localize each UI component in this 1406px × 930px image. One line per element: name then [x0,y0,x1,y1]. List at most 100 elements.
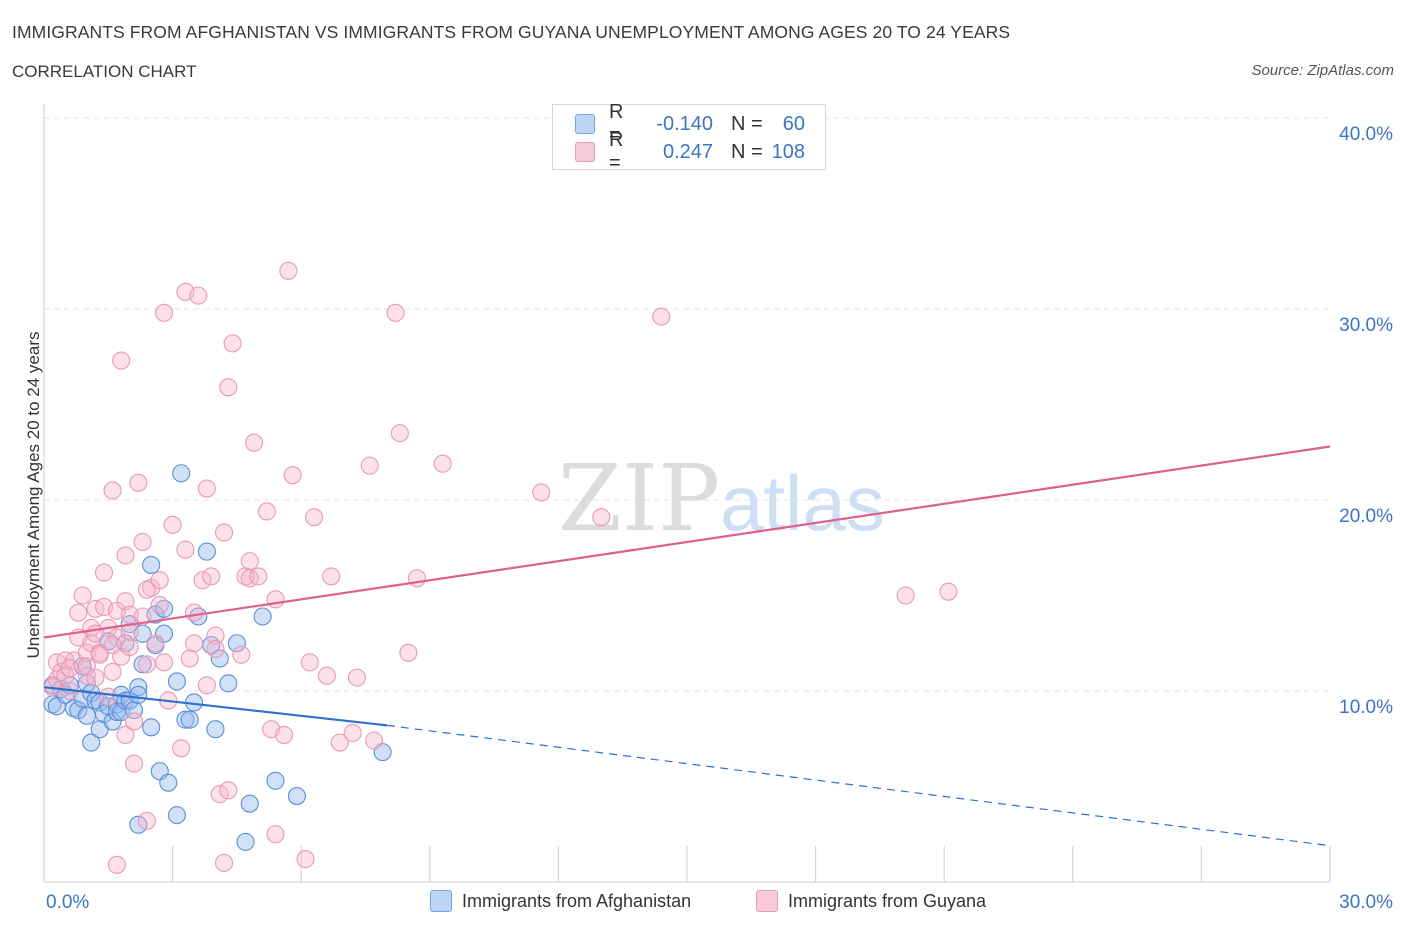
data-point-afghanistan [266,771,285,790]
data-point-guyana [240,552,259,571]
data-point-guyana [107,855,126,874]
watermark-zip: ZIP [558,445,720,552]
data-point-guyana [896,586,915,605]
legend-row-guyana: R = 0.247 N = 108 [575,129,805,174]
axes [43,104,1331,883]
data-point-guyana [257,502,276,521]
data-point-afghanistan [206,720,225,739]
data-point-guyana [390,424,409,443]
x-tick-label: 0.0% [46,892,89,913]
data-point-guyana [197,676,216,695]
legend-swatch-guyana [575,142,595,162]
data-point-afghanistan [133,655,152,674]
legend-row-afghanistan: R = -0.140 N = 60 [575,101,805,146]
data-point-afghanistan [236,832,255,851]
data-point-afghanistan [142,718,161,737]
data-point-guyana [592,508,611,527]
data-point-guyana [129,473,148,492]
data-point-guyana [266,590,285,609]
legend-r-label: R = [609,101,624,146]
data-point-guyana [232,645,251,664]
data-point-guyana [305,508,324,527]
data-point-guyana [137,655,156,674]
bottom-legend-swatch-guyana [756,890,778,912]
data-point-guyana [146,634,165,653]
data-point-guyana [172,739,191,758]
data-point-afghanistan [167,672,186,691]
data-point-guyana [433,454,452,473]
data-point-guyana [939,582,958,601]
data-point-guyana [116,725,135,744]
data-point-afghanistan [82,733,101,752]
data-point-afghanistan [287,786,306,806]
data-point-afghanistan [77,706,96,725]
data-point-guyana [133,532,152,552]
data-point-guyana [360,456,379,475]
data-point-afghanistan [219,674,238,693]
data-point-afghanistan [129,678,148,697]
data-point-afghanistan [142,555,161,574]
data-point-guyana [116,546,135,565]
data-point-guyana [176,540,195,559]
data-point-guyana [249,567,268,586]
bottom-legend-afghanistan: Immigrants from Afghanistan [430,890,691,912]
data-point-guyana [60,659,79,678]
data-point-guyana [652,307,671,326]
data-point-guyana [206,639,225,659]
data-point-guyana [407,569,426,588]
legend-r-label: R = [609,129,624,174]
chart-title: IMMIGRANTS FROM AFGHANISTAN VS IMMIGRANT… [12,22,1011,42]
data-point-guyana [116,592,135,611]
data-point-guyana [137,580,156,599]
data-point-afghanistan [129,815,148,834]
data-point-guyana [279,261,298,280]
data-point-guyana [322,567,341,586]
data-point-guyana [90,645,109,664]
data-point-guyana [103,481,122,500]
data-point-guyana [210,785,229,804]
bottom-legend-guyana: Immigrants from Guyana [756,890,986,912]
data-point-guyana [347,668,366,687]
legend-n-label: N = [731,140,763,163]
legend-r-value: 0.247 [662,140,713,163]
data-point-guyana [330,733,349,752]
trend-line-afghanistan-dashed [386,724,1331,847]
y-tick-label: 20.0% [1339,506,1393,527]
legend-n-label: N = [731,112,763,135]
data-point-guyana [99,687,118,706]
y-tick-label: 30.0% [1339,315,1393,336]
data-point-guyana [73,586,92,605]
data-point-guyana [296,850,315,869]
data-point-afghanistan [176,710,195,729]
x-tick-label: 30.0% [1339,892,1393,913]
data-point-guyana [124,712,144,731]
data-point-guyana [150,571,169,590]
data-point-guyana [103,662,122,681]
data-point-afghanistan [159,773,178,792]
data-point-guyana [532,483,551,502]
data-point-guyana [120,638,139,657]
trend-lines [43,445,1331,847]
data-point-guyana [69,603,88,622]
legend-n-value: 60 [782,112,805,135]
data-point-afghanistan [129,685,148,704]
data-point-guyana [399,643,418,662]
data-point-guyana [275,725,294,744]
gridlines [44,117,1330,692]
data-point-afghanistan [197,542,216,561]
data-point-guyana [219,378,238,397]
data-point-guyana [86,624,105,643]
data-point-guyana [94,563,114,582]
data-point-guyana [283,466,302,485]
data-point-guyana [365,731,384,750]
data-point-guyana [184,634,204,653]
data-point-guyana [202,567,221,586]
tick-labels: 10.0% 20.0% 30.0% 40.0% 0.0% 30.0% [46,124,1393,913]
bottom-legend-swatch-afghanistan [430,890,452,912]
trend-line-guyana [43,445,1331,639]
y-tick-label: 10.0% [1339,697,1393,718]
data-point-guyana [223,334,242,353]
data-point-guyana [266,825,285,844]
data-point-guyana [206,626,225,645]
